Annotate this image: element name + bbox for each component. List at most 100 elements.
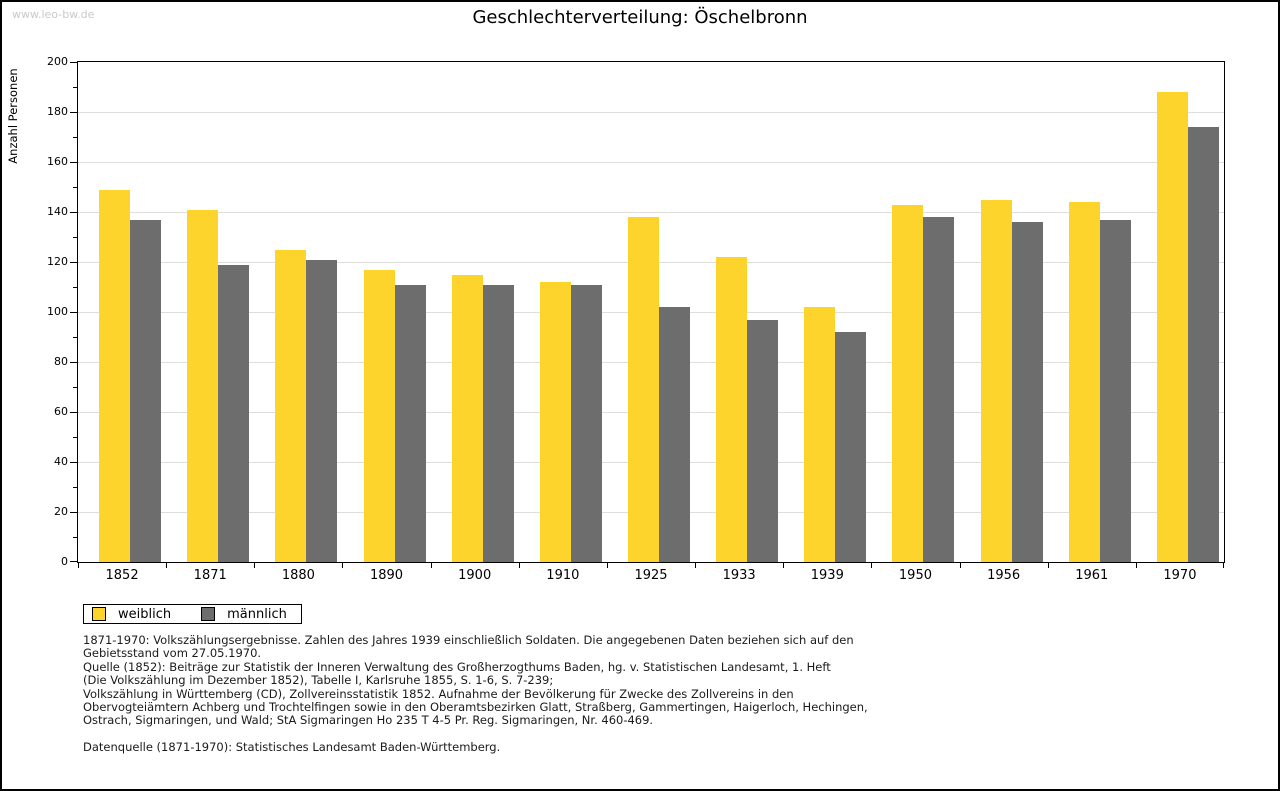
x-axis-label: 1950: [898, 568, 932, 583]
gridline: [78, 162, 1224, 163]
x-axis-tick: [342, 562, 344, 568]
footer-lines: 1871-1970: Volkszählungsergebnisse. Zahl…: [83, 633, 868, 728]
y-axis-minor-tick: [73, 537, 77, 538]
bar-weiblich: [99, 189, 131, 562]
legend-item-weiblich: weiblich: [92, 607, 171, 622]
y-axis-tick: [70, 62, 77, 63]
bar-weiblich: [1068, 202, 1100, 562]
x-axis-tick: [166, 562, 168, 568]
bar-maennlich: [1011, 222, 1043, 562]
y-axis-tick-label: 160: [47, 155, 68, 168]
x-axis-label: 1900: [458, 568, 492, 583]
x-axis-tick: [78, 562, 79, 568]
legend: weiblich männlich: [83, 604, 302, 624]
footer-line: (Die Volkszählung im Dezember 1852), Tab…: [83, 673, 554, 688]
bar-weiblich: [804, 307, 836, 562]
y-axis-tick-label: 80: [54, 355, 68, 368]
bar-maennlich: [570, 284, 602, 562]
y-axis-minor-tick: [73, 437, 77, 438]
x-axis-tick: [1047, 562, 1049, 568]
y-axis-tick-label: 0: [61, 555, 68, 568]
y-axis-tick: [70, 262, 77, 263]
legend-swatch-maennlich: [201, 607, 216, 621]
footer-line: Quelle (1852): Beiträge zur Statistik de…: [83, 659, 831, 674]
bar-maennlich: [1187, 127, 1219, 562]
y-axis-minor-tick: [73, 87, 77, 88]
y-axis-tick: [70, 312, 77, 313]
gridline: [78, 212, 1224, 213]
bar-maennlich: [482, 284, 514, 562]
legend-item-maennlich: männlich: [201, 607, 287, 622]
bar-weiblich: [980, 199, 1012, 562]
y-axis-minor-tick: [73, 287, 77, 288]
bar-maennlich: [218, 264, 250, 562]
y-axis-minor-tick: [73, 387, 77, 388]
x-axis-label: 1925: [634, 568, 668, 583]
x-axis-label: 1970: [1163, 568, 1197, 583]
y-axis-minor-tick: [73, 237, 77, 238]
bar-weiblich: [275, 249, 307, 562]
bar-weiblich: [187, 209, 219, 562]
x-axis-label: 1933: [722, 568, 756, 583]
y-axis-tick: [70, 412, 77, 413]
x-axis-label: 1880: [281, 568, 315, 583]
footer-notes: 1871-1970: Volkszählungsergebnisse. Zahl…: [83, 633, 868, 754]
y-axis-tick-label: 40: [54, 455, 68, 468]
x-axis-tick: [606, 562, 608, 568]
y-axis-tick: [70, 112, 77, 113]
footer-line: Ostrach, Sigmaringen, und Wald; StA Sigm…: [83, 713, 654, 728]
gridline: [78, 112, 1224, 113]
x-axis-label: 1939: [810, 568, 844, 583]
bar-maennlich: [835, 332, 867, 562]
footer-line: Gebietsstand vom 27.05.1970.: [83, 646, 262, 661]
x-axis-label: 1910: [546, 568, 580, 583]
x-axis-tick: [1135, 562, 1137, 568]
bar-weiblich: [628, 217, 659, 562]
y-axis-tick-label: 100: [47, 305, 68, 318]
y-axis-tick-label: 60: [54, 405, 68, 418]
x-axis-label: 1890: [369, 568, 404, 583]
bar-maennlich: [1099, 219, 1131, 562]
bar-maennlich: [659, 307, 690, 562]
y-axis-tick: [70, 162, 77, 163]
y-axis-tick-label: 200: [47, 55, 68, 68]
footer-datasource: Datenquelle (1871-1970): Statistisches L…: [83, 739, 501, 754]
y-axis-tick-label: 120: [47, 255, 68, 268]
bar-weiblich: [363, 269, 395, 562]
x-axis-tick: [959, 562, 961, 568]
y-axis-minor-tick: [73, 187, 77, 188]
plot-area: 0 20 40 60 80 100 120 140 160 180 200 1852 1871 1880 1…: [47, 55, 1225, 583]
footer-spacer: [83, 728, 868, 741]
x-axis-label: 1956: [987, 568, 1021, 583]
footer-line: 1871-1970: Volkszählungsergebnisse. Zahl…: [83, 633, 854, 647]
legend-swatch-weiblich: [92, 607, 106, 621]
y-axis-tick: [70, 462, 77, 463]
y-axis-tick: [70, 561, 77, 562]
bar-maennlich: [394, 284, 426, 562]
x-axis-tick: [783, 562, 785, 568]
bar-maennlich: [306, 259, 338, 562]
x-axis-tick: [1223, 562, 1224, 568]
x-axis-tick: [518, 562, 520, 568]
bar-weiblich: [892, 204, 924, 562]
bar-maennlich: [747, 319, 779, 562]
y-axis-tick-label: 20: [54, 505, 68, 518]
x-axis-tick: [254, 562, 256, 568]
y-axis-tick: [70, 212, 77, 213]
y-axis-minor-tick: [73, 487, 77, 488]
y-axis-label: Anzahl Personen: [6, 68, 20, 164]
bar-weiblich: [1156, 92, 1188, 562]
x-axis-label: 1961: [1075, 568, 1109, 583]
bar-weiblich: [451, 274, 483, 562]
x-axis-label: 1871: [193, 568, 227, 583]
bar-maennlich: [923, 217, 955, 562]
y-axis-minor-tick: [73, 337, 77, 338]
y-axis-tick-label: 140: [47, 205, 68, 218]
bar-weiblich: [539, 282, 571, 562]
x-axis-tick: [695, 562, 697, 568]
bar-weiblich: [716, 257, 748, 562]
footer-line: Volkszählung in Württemberg (CD), Zollve…: [83, 686, 794, 701]
y-axis-tick: [70, 512, 77, 513]
legend-label: weiblich: [118, 606, 172, 622]
